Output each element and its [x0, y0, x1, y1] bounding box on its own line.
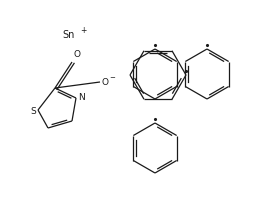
Text: Sn: Sn: [62, 30, 74, 40]
Text: −: −: [109, 75, 115, 81]
Text: O: O: [73, 50, 80, 59]
Text: S: S: [30, 107, 36, 115]
Text: O: O: [101, 77, 108, 87]
Text: +: +: [80, 26, 86, 35]
Text: N: N: [78, 92, 85, 102]
